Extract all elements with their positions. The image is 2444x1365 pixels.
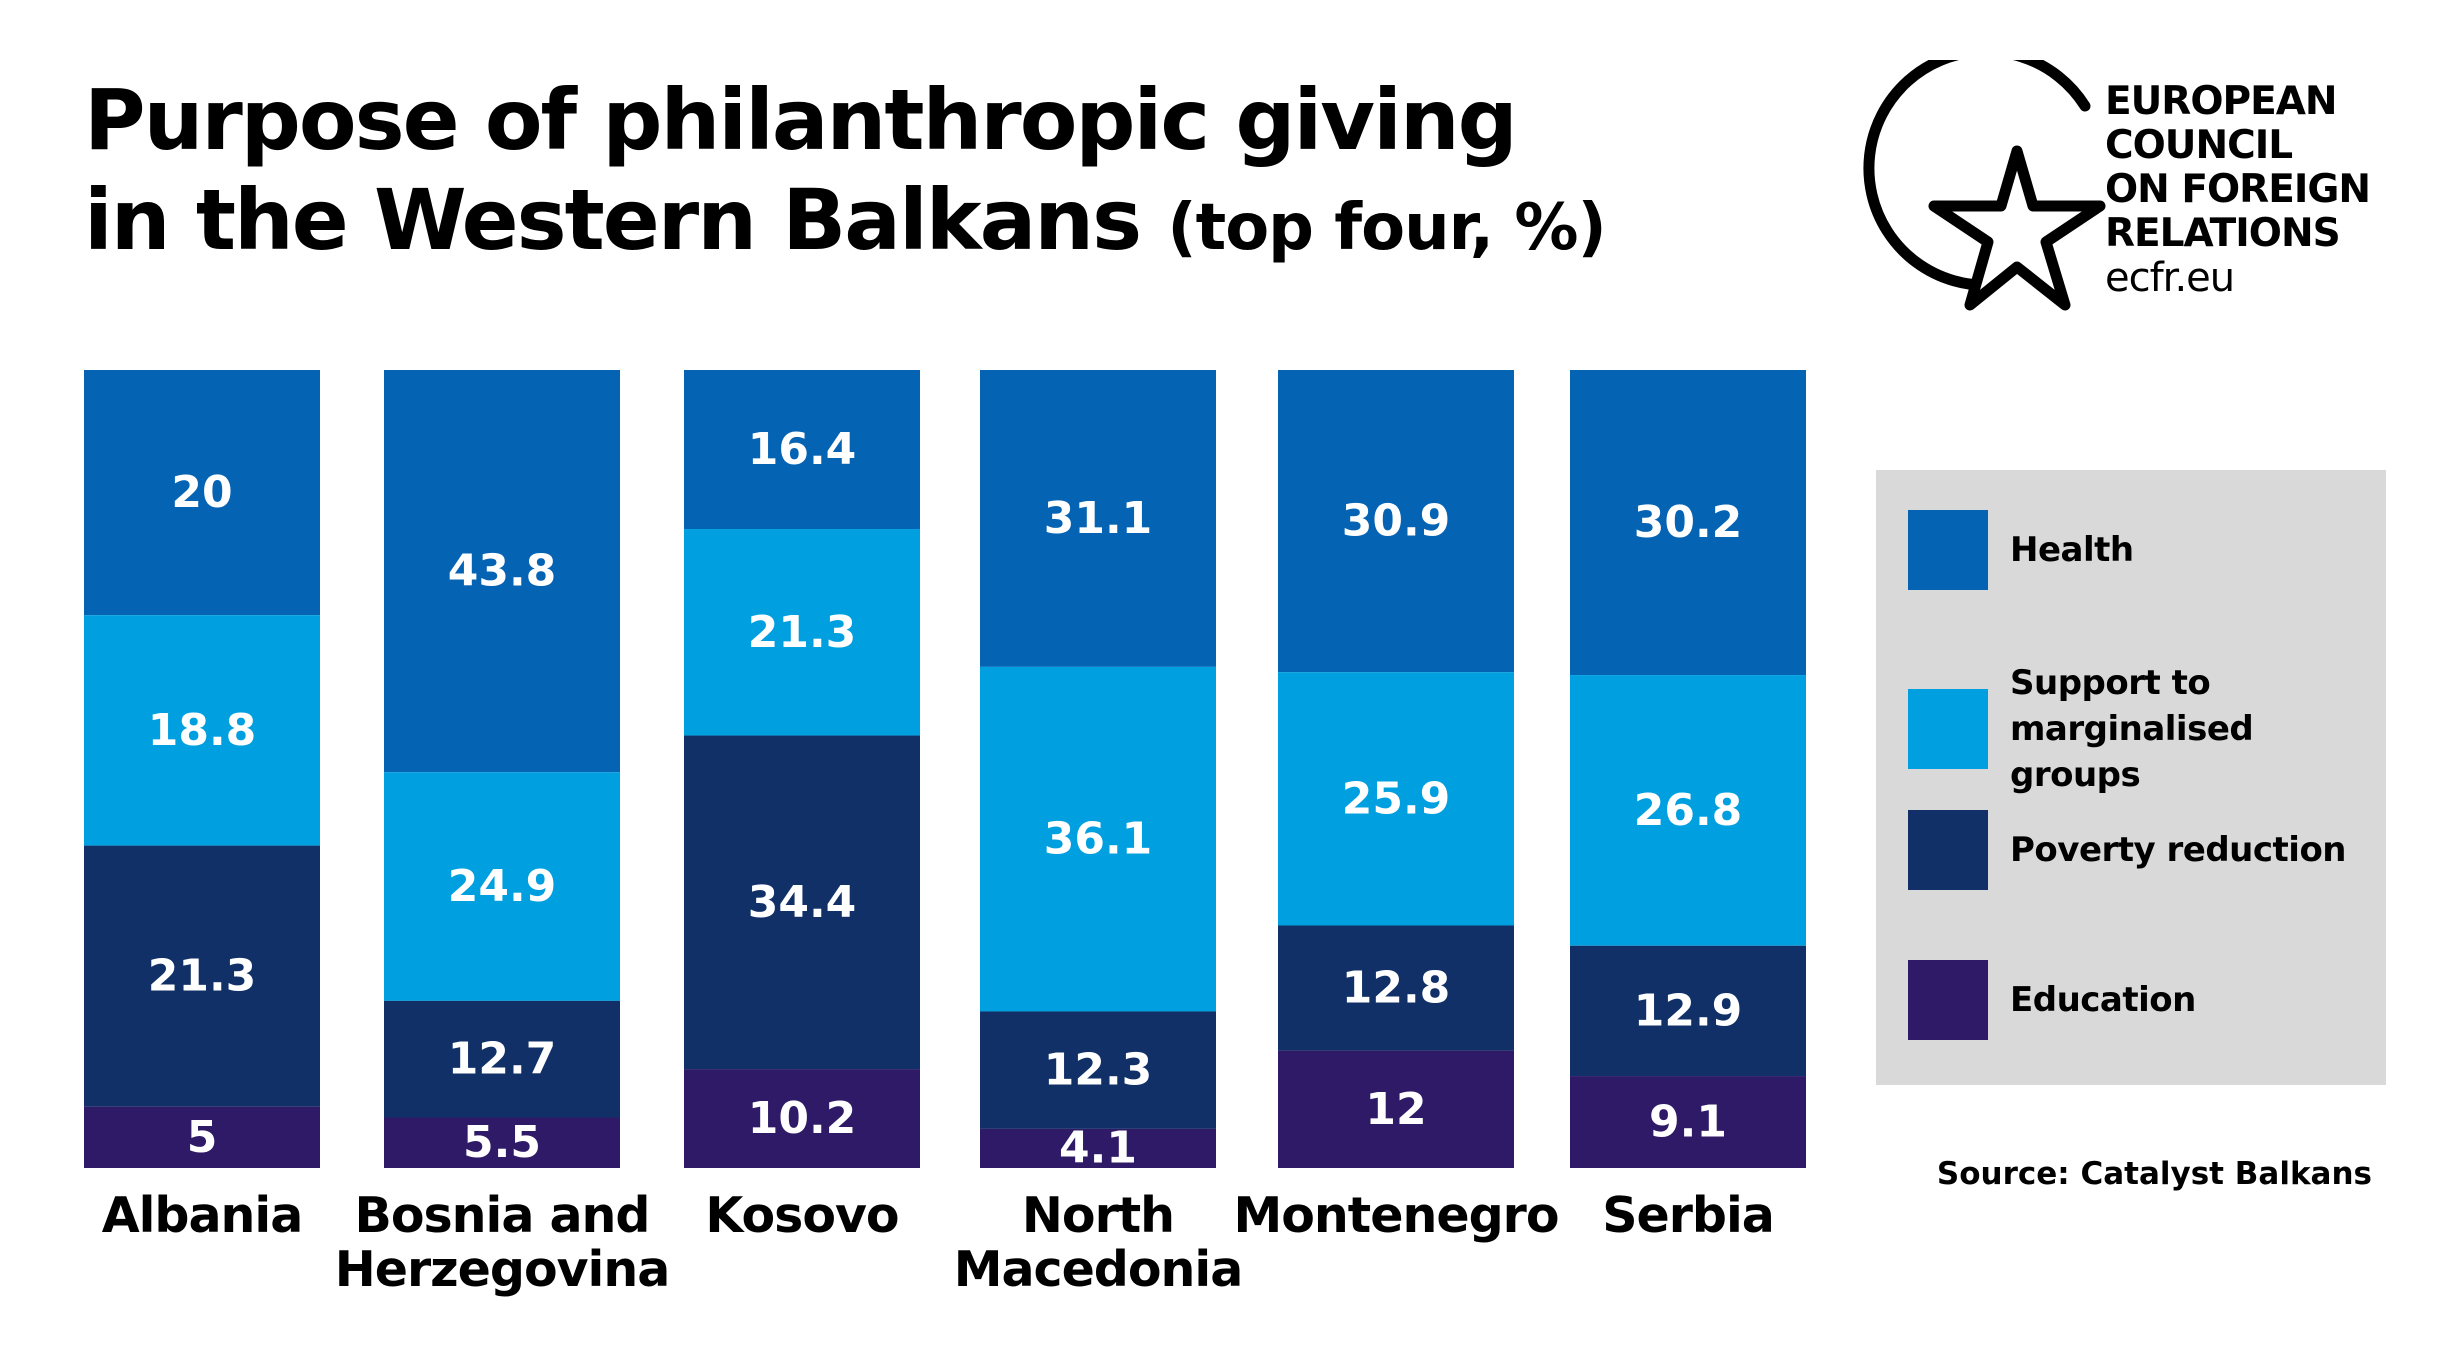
data-label: 16.4: [748, 424, 857, 475]
category-label: Montenegro: [1234, 1187, 1559, 1244]
bar-segment-support: [980, 666, 1216, 1012]
logo-text: EUROPEAN COUNCIL ON FOREIGN RELATIONS ec…: [2105, 79, 2371, 301]
chart-subtitle: (top four, %): [1167, 191, 1606, 265]
category-label: Bosnia and: [354, 1187, 649, 1244]
bar-segment-health: [684, 370, 920, 530]
data-label: 5.5: [463, 1117, 541, 1168]
data-label: 34.4: [748, 877, 857, 928]
data-label: 30.2: [1634, 497, 1743, 548]
logo-line: COUNCIL: [2105, 123, 2293, 168]
legend-swatch: [1908, 810, 1988, 890]
bar-segment-health: [1570, 370, 1806, 676]
data-label: 25.9: [1342, 773, 1451, 824]
category-label: North: [1022, 1187, 1174, 1244]
bar-segment-poverty: [1278, 925, 1514, 1051]
bar-segment-support: [1278, 672, 1514, 926]
bar-segment-poverty: [684, 735, 920, 1070]
bar-segment-support: [384, 772, 620, 1001]
bar-segment-poverty: [84, 845, 320, 1107]
legend-label-line: Support to: [2010, 663, 2211, 703]
data-label: 30.9: [1342, 496, 1451, 547]
logo-line: EUROPEAN: [2105, 79, 2338, 124]
bar-segment-health: [384, 370, 620, 773]
legend-label-line: marginalised groups: [2010, 709, 2254, 795]
ecfr-star-icon: [1863, 60, 2106, 311]
legend-label: Support to marginalised groups: [2010, 660, 2380, 798]
data-label: 21.3: [748, 607, 857, 658]
bar-segment-health: [1278, 370, 1514, 673]
legend-swatch: [1908, 510, 1988, 590]
category-label: Kosovo: [705, 1187, 898, 1244]
data-label: 18.8: [148, 705, 257, 756]
category-label: Macedonia: [954, 1241, 1243, 1298]
data-label: 24.9: [448, 861, 557, 912]
legend-item-poverty: Poverty reduction: [1908, 810, 2380, 890]
bar-segment-education: [1570, 1076, 1806, 1168]
data-label: 9.1: [1649, 1097, 1727, 1148]
data-label: 12.9: [1634, 985, 1743, 1036]
title-line-2-main: in the Western Balkans: [84, 171, 1142, 269]
data-label: 12: [1365, 1084, 1426, 1135]
legend-label-line: Poverty reduction: [2010, 830, 2347, 870]
bar-segment-education: [684, 1069, 920, 1168]
bar-segment-support: [684, 529, 920, 736]
bar-segment-health: [980, 370, 1216, 667]
data-label: 10.2: [748, 1093, 857, 1144]
data-label: 12.3: [1044, 1045, 1153, 1096]
logo-url: ecfr.eu: [2105, 255, 2235, 301]
category-label: Serbia: [1602, 1187, 1774, 1244]
legend-item-education: Education: [1908, 960, 2380, 1040]
ecfr-logo: EUROPEAN COUNCIL ON FOREIGN RELATIONS ec…: [1860, 60, 2380, 330]
bar-segment-poverty: [980, 1011, 1216, 1129]
bar-segment-education: [384, 1117, 620, 1168]
data-label: 20: [171, 467, 232, 518]
legend-label-line: Education: [2010, 980, 2196, 1020]
data-label: 43.8: [448, 546, 557, 597]
legend-label: Poverty reduction: [2010, 827, 2380, 873]
legend-swatch: [1908, 960, 1988, 1040]
data-label: 12.8: [1342, 963, 1451, 1014]
legend-label-line: Health: [2010, 530, 2134, 570]
title-line-1: Purpose of philanthropic giving: [84, 71, 1518, 169]
title-line-2: in the Western Balkans (top four, %): [84, 170, 1607, 278]
legend-swatch: [1908, 689, 1988, 769]
bar-segment-education: [84, 1106, 320, 1168]
data-label: 5: [187, 1112, 218, 1163]
data-label: 4.1: [1059, 1123, 1137, 1174]
bar-segment-education: [1278, 1050, 1514, 1168]
legend-label: Health: [2010, 527, 2380, 573]
logo-line: RELATIONS: [2105, 211, 2341, 256]
chart-legend: Health Support to marginalised groups Pover…: [1876, 470, 2386, 1085]
legend-item-support: Support to marginalised groups: [1908, 660, 2380, 798]
chart-title: Purpose of philanthropic giving in the W…: [84, 70, 1607, 278]
source-note: Source: Catalyst Balkans: [1936, 1156, 2372, 1192]
data-label: 12.7: [448, 1034, 557, 1085]
bar-segment-support: [84, 615, 320, 846]
bar-segment-poverty: [384, 1000, 620, 1118]
category-label: Albania: [102, 1187, 303, 1244]
bar-segment-health: [84, 370, 320, 616]
legend-item-health: Health: [1908, 510, 2380, 590]
data-label: 26.8: [1634, 785, 1743, 836]
data-label: 21.3: [148, 951, 257, 1002]
category-label: Herzegovina: [335, 1241, 670, 1298]
bar-segment-support: [1570, 675, 1806, 946]
logo-line: ON FOREIGN: [2105, 167, 2371, 212]
bar-segment-poverty: [1570, 945, 1806, 1077]
data-label: 31.1: [1044, 493, 1153, 544]
legend-label: Education: [2010, 977, 2380, 1023]
data-label: 36.1: [1044, 814, 1153, 865]
bar-segment-education: [980, 1128, 1216, 1168]
